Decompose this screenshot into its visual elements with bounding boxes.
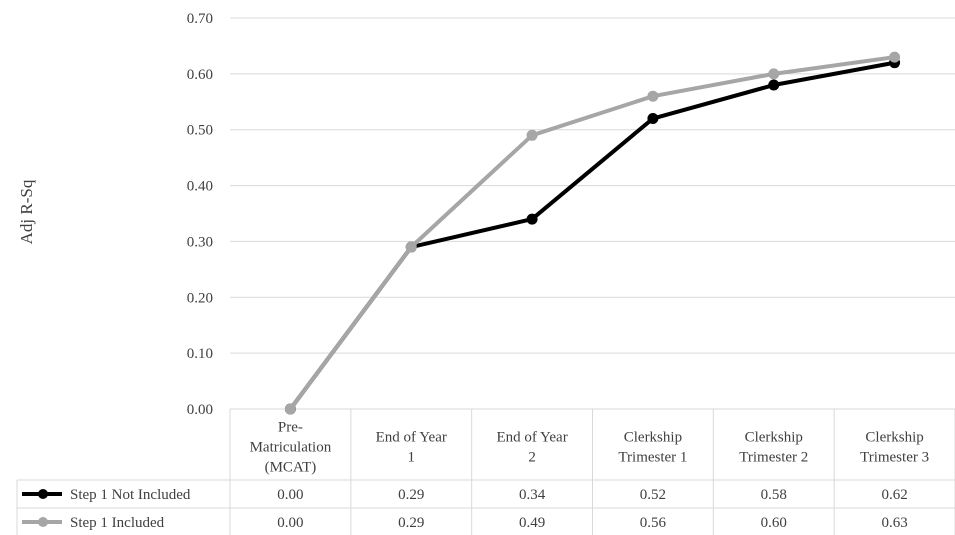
data-table-value: 0.34 <box>519 487 546 503</box>
legend-series-name: Step 1 Included <box>70 515 165 531</box>
gridlines <box>230 17 955 410</box>
category-label: Clerkship Trimester 3 <box>860 430 929 466</box>
category-label: End of Year 1 <box>376 430 447 466</box>
y-axis-title: Adj R-Sq <box>17 179 36 244</box>
data-point <box>284 403 296 415</box>
data-table-value: 0.29 <box>398 487 424 503</box>
data-table-value: 0.62 <box>881 487 907 503</box>
data-point <box>647 113 659 125</box>
y-tick-label: 0.70 <box>187 11 213 27</box>
category-label: Clerkship Trimester 2 <box>739 430 808 466</box>
category-label: Clerkship Trimester 1 <box>618 430 687 466</box>
data-point <box>889 51 901 63</box>
data-point <box>526 129 538 141</box>
data-table: Pre-Matriculation (MCAT) End of Year 1 End o… <box>16 409 955 535</box>
category-label: End of Year 2 <box>496 430 567 466</box>
legend-marker <box>38 489 48 499</box>
y-tick-label: 0.50 <box>187 123 213 139</box>
data-table-value: 0.60 <box>761 515 787 531</box>
y-tick-label: 0.30 <box>187 234 213 250</box>
data-table-value: 0.52 <box>640 487 666 503</box>
y-tick-label: 0.00 <box>187 402 213 418</box>
data-table-value: 0.49 <box>519 515 545 531</box>
legend-marker <box>38 517 48 527</box>
data-table-value: 0.56 <box>640 515 667 531</box>
data-point <box>526 213 538 225</box>
data-point <box>647 90 659 102</box>
legend-series-name: Step 1 Not Included <box>70 487 191 503</box>
data-point <box>768 79 780 91</box>
category-label: Pre-Matriculation (MCAT) <box>250 420 332 476</box>
data-table-value: 0.00 <box>277 515 303 531</box>
data-table-value: 0.58 <box>761 487 787 503</box>
y-tick-label: 0.40 <box>187 179 213 195</box>
data-table-value: 0.63 <box>881 515 907 531</box>
y-tick-labels: 0.00 0.10 0.20 0.30 0.40 0.50 0.60 0.70 <box>187 11 213 418</box>
series-lines <box>284 51 901 415</box>
series-line <box>288 55 895 411</box>
y-tick-label: 0.10 <box>187 346 213 362</box>
data-point <box>405 241 417 253</box>
y-tick-label: 0.20 <box>187 290 213 306</box>
data-table-value: 0.00 <box>277 487 303 503</box>
y-tick-label: 0.60 <box>187 67 213 83</box>
data-point <box>768 68 780 80</box>
data-table-value: 0.29 <box>398 515 424 531</box>
